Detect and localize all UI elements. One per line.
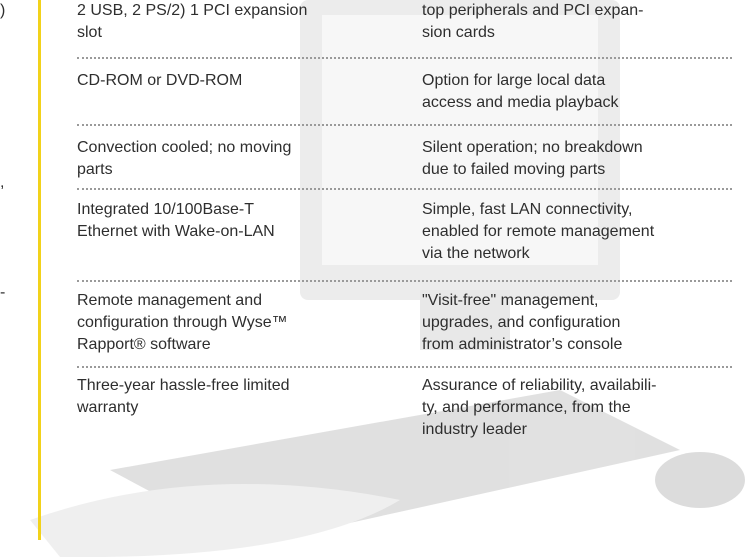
cell-line: Option for large local data: [422, 72, 606, 89]
cell-line: CD-ROM or DVD-ROM: [77, 72, 243, 89]
cell-line: Simple, fast LAN connectivity,: [422, 201, 633, 218]
row-separator: [77, 124, 732, 126]
cell-line: from administrator’s console: [422, 336, 623, 353]
cell-line: Integrated 10/100Base-T: [77, 201, 255, 218]
feature-cell: CD-ROM or DVD-ROM: [77, 70, 242, 92]
cell-line: warranty: [77, 399, 139, 416]
cell-line: ty, and performance, from the: [422, 399, 631, 416]
cell-line: "Visit-free" management,: [422, 292, 599, 309]
cell-line: due to failed moving parts: [422, 161, 606, 178]
cell-line: Rapport® software: [77, 336, 211, 353]
cell-line: Ethernet with Wake-on-LAN: [77, 223, 275, 240]
row-separator: [77, 366, 732, 368]
cell-line: 2 USB, 2 PS/2) 1 PCI expansion: [77, 2, 308, 19]
cell-line: Convection cooled; no moving: [77, 139, 292, 156]
cell-line: top peripherals and PCI expan-: [422, 2, 644, 19]
margin-fragment: -: [0, 284, 6, 301]
margin-fragment: ): [0, 2, 6, 19]
benefit-cell: Option for large local data access and me…: [422, 70, 619, 114]
cell-line: industry leader: [422, 421, 527, 438]
cell-line: upgrades, and configuration: [422, 314, 621, 331]
cell-line: parts: [77, 161, 113, 178]
feature-cell: Convection cooled; no moving parts: [77, 137, 291, 181]
cell-line: Silent operation; no breakdown: [422, 139, 643, 156]
margin-fragment: ,: [0, 174, 5, 191]
accent-rule: [38, 0, 41, 540]
benefit-cell: top peripherals and PCI expan-sion cards: [422, 0, 643, 44]
row-separator: [77, 280, 732, 282]
benefit-cell: Silent operation; no breakdown due to fai…: [422, 137, 643, 181]
benefit-cell: "Visit-free" management, upgrades, and co…: [422, 290, 622, 356]
cell-line: via the network: [422, 245, 530, 262]
row-separator: [77, 188, 732, 190]
cell-line: Remote management and: [77, 292, 262, 309]
cell-line: Assurance of reliability, availabili-: [422, 377, 657, 394]
feature-cell: Integrated 10/100Base-T Ethernet with Wak…: [77, 199, 275, 243]
benefit-cell: Simple, fast LAN connectivity, enabled fo…: [422, 199, 654, 265]
cell-line: access and media playback: [422, 94, 619, 111]
benefit-cell: Assurance of reliability, availabili-ty,…: [422, 375, 656, 441]
cell-line: sion cards: [422, 24, 495, 41]
cell-line: enabled for remote management: [422, 223, 655, 240]
feature-cell: Three-year hassle-free limited warranty: [77, 375, 290, 419]
row-separator: [77, 57, 732, 59]
feature-cell: Remote management and configuration throu…: [77, 290, 288, 356]
cell-line: Three-year hassle-free limited: [77, 377, 290, 394]
cell-line: slot: [77, 24, 102, 41]
feature-cell: 2 USB, 2 PS/2) 1 PCI expansion slot: [77, 0, 307, 44]
cell-line: configuration through Wyse™: [77, 314, 288, 331]
